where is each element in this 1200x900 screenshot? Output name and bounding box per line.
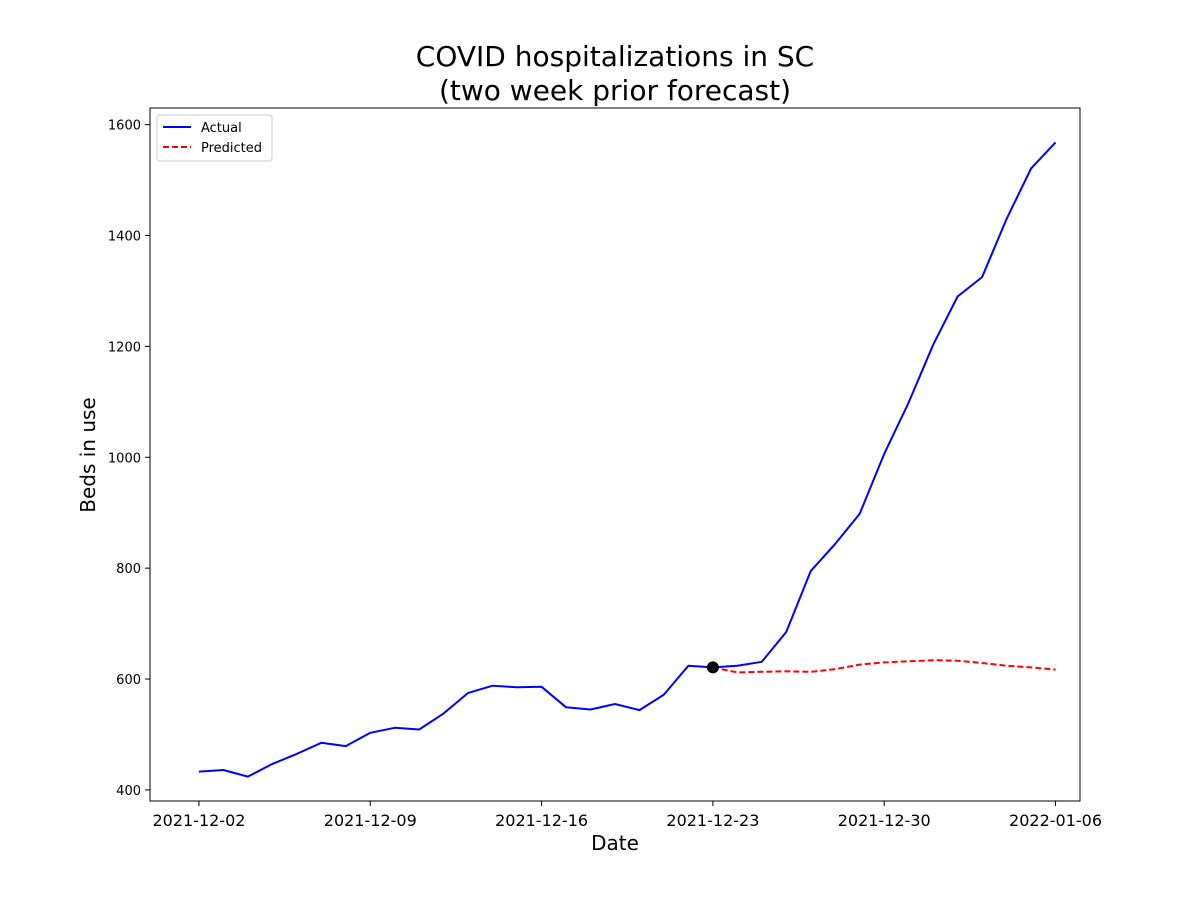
x-tick-label: 2022-01-06 xyxy=(1009,811,1102,830)
y-axis-label: Beds in use xyxy=(76,397,100,513)
x-axis: 2021-12-02 2021-12-09 2021-12-16 2021-12-23… xyxy=(152,801,1102,830)
series-line-actual xyxy=(198,141,1057,778)
x-tick-label: 2021-12-23 xyxy=(666,811,759,830)
y-tick-label: 1000 xyxy=(108,451,141,466)
y-tick-label: 1200 xyxy=(108,340,141,355)
x-tick-label: 2021-12-16 xyxy=(495,811,588,830)
y-tick-label: 1400 xyxy=(108,230,141,245)
forecast-start-marker xyxy=(706,661,719,674)
chart-title-line-1: COVID hospitalizations in SC xyxy=(416,40,814,73)
y-tick-label: 600 xyxy=(116,673,141,688)
y-axis: 400 600 800 1000 1200 1400 1600 xyxy=(108,119,150,799)
y-tick-label: 800 xyxy=(116,562,141,577)
legend: Actual Predicted xyxy=(156,114,273,162)
y-tick-label: 400 xyxy=(116,784,141,799)
x-axis-label: Date xyxy=(591,831,639,855)
plot-frame xyxy=(149,107,1081,802)
plot-area xyxy=(198,141,1057,778)
x-tick-label: 2021-12-02 xyxy=(152,811,245,830)
x-tick-label: 2021-12-09 xyxy=(324,811,417,830)
legend-label-actual: Actual xyxy=(201,121,242,136)
chart-title-line-2: (two week prior forecast) xyxy=(439,74,791,107)
x-tick-label: 2021-12-30 xyxy=(838,811,931,830)
series-line-predicted xyxy=(712,659,1056,674)
y-tick-label: 1600 xyxy=(108,119,141,134)
legend-label-predicted: Predicted xyxy=(201,141,262,156)
